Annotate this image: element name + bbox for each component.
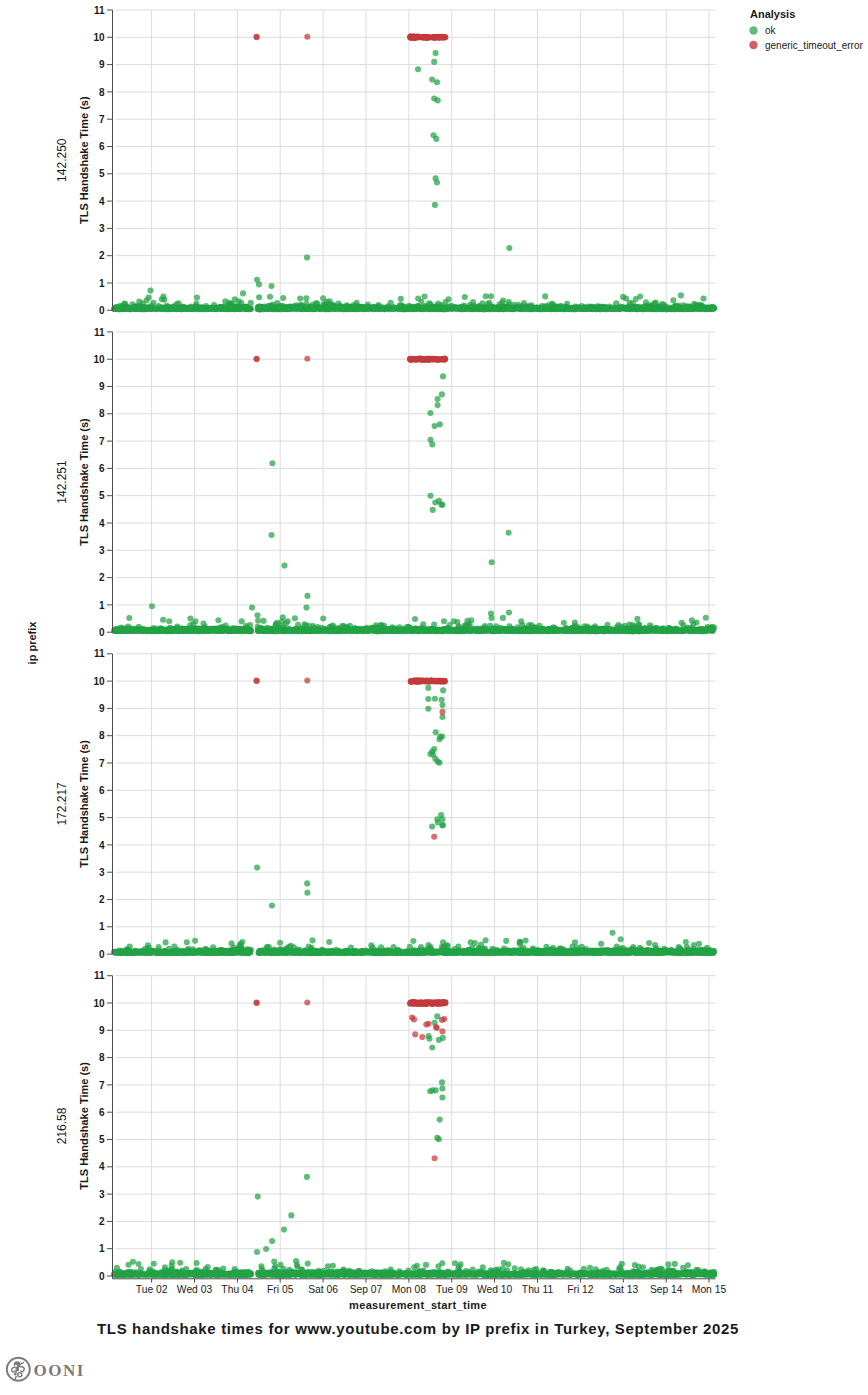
svg-text:11: 11 (94, 327, 105, 338)
svg-text:Fri 12: Fri 12 (567, 1284, 594, 1295)
svg-text:4: 4 (99, 1161, 105, 1172)
svg-text:Sat 13: Sat 13 (608, 1284, 638, 1295)
svg-text:11: 11 (94, 648, 105, 659)
svg-text:142.251: 142.251 (55, 460, 69, 504)
svg-text:216.58: 216.58 (55, 1107, 69, 1144)
svg-text:1: 1 (99, 600, 105, 611)
svg-text:5: 5 (99, 168, 105, 179)
svg-text:1: 1 (99, 278, 105, 289)
svg-text:2: 2 (99, 572, 105, 583)
svg-text:4: 4 (99, 840, 105, 851)
svg-text:9: 9 (99, 1025, 105, 1036)
svg-text:Sep 14: Sep 14 (650, 1284, 683, 1295)
svg-text:10: 10 (93, 676, 105, 687)
svg-text:Wed 03: Wed 03 (177, 1284, 213, 1295)
svg-text:172.217: 172.217 (55, 782, 69, 826)
svg-text:3: 3 (99, 223, 105, 234)
svg-text:0: 0 (99, 949, 105, 960)
svg-text:8: 8 (99, 408, 105, 419)
svg-text:Sep 07: Sep 07 (350, 1284, 383, 1295)
svg-text:11: 11 (94, 970, 105, 981)
svg-text:2: 2 (99, 250, 105, 261)
svg-text:Mon 08: Mon 08 (392, 1284, 427, 1295)
svg-text:Wed 10: Wed 10 (477, 1284, 513, 1295)
svg-text:Sat 06: Sat 06 (308, 1284, 338, 1295)
svg-text:9: 9 (99, 59, 105, 70)
svg-text:2: 2 (99, 1216, 105, 1227)
svg-text:3: 3 (99, 545, 105, 556)
svg-text:5: 5 (99, 490, 105, 501)
svg-text:2: 2 (99, 894, 105, 905)
svg-text:6: 6 (99, 1107, 105, 1118)
svg-text:0: 0 (99, 627, 105, 638)
svg-text:TLS Handshake Time (s): TLS Handshake Time (s) (78, 1062, 90, 1190)
svg-text:7: 7 (99, 114, 105, 125)
svg-text:TLS Handshake Time (s): TLS Handshake Time (s) (78, 740, 90, 868)
svg-text:ip prefix: ip prefix (26, 621, 38, 665)
svg-text:10: 10 (93, 998, 105, 1009)
svg-text:TLS handshake times for www.yo: TLS handshake times for www.youtube.com … (97, 1320, 739, 1337)
svg-text:6: 6 (99, 463, 105, 474)
svg-text:6: 6 (99, 785, 105, 796)
svg-text:9: 9 (99, 703, 105, 714)
svg-text:6: 6 (99, 141, 105, 152)
svg-text:TLS Handshake Time (s): TLS Handshake Time (s) (78, 418, 90, 546)
svg-text:Analysis: Analysis (750, 8, 795, 20)
svg-text:7: 7 (99, 758, 105, 769)
svg-text:3: 3 (99, 1189, 105, 1200)
svg-text:ok: ok (765, 25, 777, 36)
svg-text:9: 9 (99, 381, 105, 392)
svg-text:1: 1 (99, 921, 105, 932)
svg-text:142.250: 142.250 (55, 138, 69, 182)
svg-text:5: 5 (99, 1134, 105, 1145)
svg-text:8: 8 (99, 87, 105, 98)
svg-text:8: 8 (99, 730, 105, 741)
svg-text:Thu 11: Thu 11 (522, 1284, 554, 1295)
svg-text:Tue 02: Tue 02 (136, 1284, 168, 1295)
svg-text:OONI: OONI (34, 1361, 85, 1380)
svg-text:TLS Handshake Time (s): TLS Handshake Time (s) (78, 96, 90, 224)
svg-text:4: 4 (99, 196, 105, 207)
svg-text:Fri 05: Fri 05 (267, 1284, 294, 1295)
svg-text:Tue 09: Tue 09 (436, 1284, 468, 1295)
svg-text:8: 8 (99, 1052, 105, 1063)
svg-text:Mon 15: Mon 15 (692, 1284, 727, 1295)
svg-text:1: 1 (99, 1243, 105, 1254)
svg-text:10: 10 (93, 32, 105, 43)
svg-text:5: 5 (99, 812, 105, 823)
svg-text:measurement_start_time: measurement_start_time (349, 1299, 487, 1311)
svg-text:7: 7 (99, 1080, 105, 1091)
svg-text:generic_timeout_error: generic_timeout_error (765, 40, 863, 51)
svg-text:7: 7 (99, 436, 105, 447)
svg-text:10: 10 (93, 354, 105, 365)
svg-text:3: 3 (99, 867, 105, 878)
svg-text:Thu 04: Thu 04 (221, 1284, 253, 1295)
svg-text:4: 4 (99, 518, 105, 529)
svg-text:11: 11 (94, 5, 105, 16)
svg-text:0: 0 (99, 305, 105, 316)
svg-text:0: 0 (99, 1271, 105, 1282)
